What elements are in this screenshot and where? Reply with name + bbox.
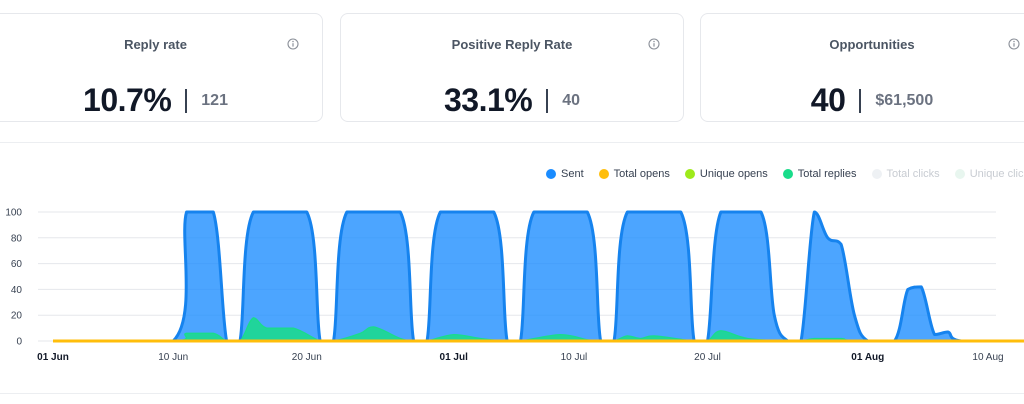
legend-item-unique-opens[interactable]: Unique opens: [684, 168, 768, 180]
x-tick-label: 01 Jun: [37, 352, 69, 363]
stat-separator: [859, 88, 862, 113]
legend-dot: [684, 169, 695, 179]
section-divider: [0, 142, 1024, 143]
info-icon[interactable]: [1008, 38, 1020, 50]
legend-label: Unique opens: [699, 168, 768, 180]
legend-dot: [546, 169, 556, 179]
y-tick-label: 80: [11, 233, 23, 244]
stat-value: 40: [810, 82, 846, 118]
stat-title: Reply rate: [124, 37, 187, 52]
x-tick-label: 10 Aug: [972, 352, 1003, 363]
y-tick-label: 60: [11, 259, 23, 270]
x-tick-label: 20 Jul: [694, 352, 721, 363]
stat-row: 10.7% 121: [0, 82, 322, 119]
legend-item-total-opens[interactable]: Total opens: [598, 168, 670, 180]
y-tick-label: 20: [11, 311, 23, 322]
section-divider-bottom: [0, 393, 1024, 394]
legend-dot: [871, 169, 882, 179]
y-tick-label: 40: [11, 285, 23, 296]
legend-label: Total clicks: [886, 168, 940, 180]
stat-title: Positive Reply Rate: [451, 37, 573, 52]
stat-card-reply-rate: Reply rate 10.7% 121: [0, 13, 323, 122]
stat-title: Opportunities: [829, 37, 915, 52]
stat-separator: [546, 88, 549, 113]
stat-row: 33.1% 40: [341, 82, 683, 119]
activity-chart: 0 20 40 60 80 100 01 Jun 10 Jun 20 Jun 01 Jul 10 J…: [5, 208, 1024, 363]
legend-label: Total opens: [613, 168, 670, 180]
legend-label: Total replies: [797, 168, 857, 180]
chart-legend: Sent Total opens Unique opens Total repl…: [546, 168, 1024, 180]
x-tick-label: 10 Jun: [158, 352, 188, 363]
legend-label: Sent: [561, 168, 584, 180]
legend-dot: [954, 169, 965, 179]
x-tick-label: 01 Jul: [440, 352, 469, 363]
x-tick-label: 01 Aug: [851, 352, 884, 363]
stat-value: 10.7%: [83, 82, 172, 118]
stat-card-opportunities: Opportunities 40 $61,500: [700, 13, 1024, 122]
series-sent-area: [53, 212, 1024, 341]
info-icon[interactable]: [287, 38, 299, 50]
stat-value: 33.1%: [443, 82, 533, 118]
stat-sub-value: 40: [562, 91, 581, 109]
y-tick-label: 0: [16, 337, 22, 348]
stat-row: 40 $61,500: [701, 82, 1024, 119]
x-tick-label: 10 Jul: [561, 352, 588, 363]
legend-item-unique-clicks[interactable]: Unique clicks: [954, 168, 1024, 180]
legend-item-total-replies[interactable]: Total replies: [782, 168, 857, 180]
y-tick-label: 100: [5, 208, 22, 219]
legend-dot: [598, 169, 609, 179]
info-icon[interactable]: [648, 38, 660, 50]
x-tick-label: 20 Jun: [292, 352, 322, 363]
series-total-replies-area: [53, 317, 1024, 341]
legend-item-total-clicks[interactable]: Total clicks: [871, 168, 940, 180]
stat-sub-value: $61,500: [875, 91, 934, 109]
legend-item-sent[interactable]: Sent: [546, 168, 584, 180]
stat-card-positive-reply-rate: Positive Reply Rate 33.1% 40: [340, 13, 684, 122]
legend-dot: [782, 169, 793, 179]
stat-separator: [185, 88, 188, 113]
stat-sub-value: 121: [201, 91, 228, 109]
legend-label: Unique clicks: [969, 168, 1024, 180]
